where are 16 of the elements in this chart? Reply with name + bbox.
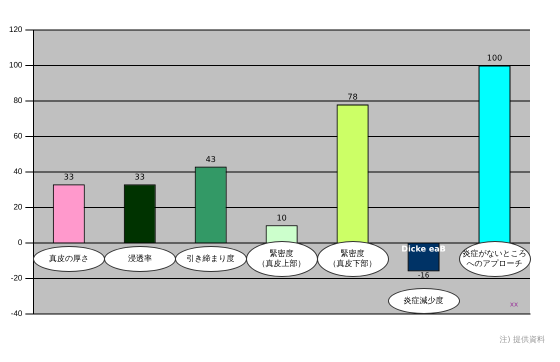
y-tick-label: 60 (13, 132, 23, 141)
y-tick-label: 100 (8, 60, 23, 70)
y-tick-label: 80 (13, 96, 23, 106)
data-label: 43 (206, 154, 216, 164)
y-tick-label: -20 (10, 274, 23, 283)
data-label: 33 (64, 172, 74, 182)
y-tick-label: -40 (10, 309, 23, 318)
text: 注) 提供資料 (499, 335, 545, 344)
data-label: 78 (348, 92, 358, 102)
y-tick-label: 40 (13, 167, 23, 176)
y-tick-label: 0 (18, 238, 23, 248)
y-tick-label: 20 (13, 202, 23, 212)
data-label: 100 (486, 54, 502, 63)
data-label: 33 (134, 172, 145, 182)
y-tick-label: 120 (8, 25, 23, 34)
data-label: 10 (276, 213, 287, 222)
